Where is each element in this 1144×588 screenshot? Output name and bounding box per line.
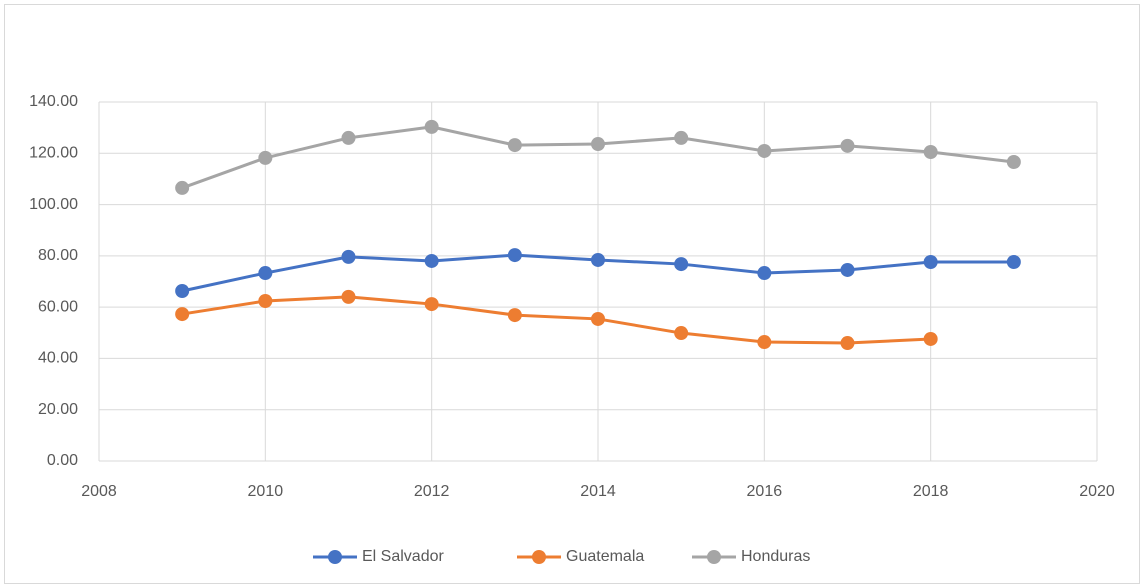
- y-tick-label: 0.00: [47, 452, 78, 469]
- data-point: [591, 311, 605, 326]
- chart-frame: [4, 4, 1140, 584]
- data-point: [175, 283, 190, 298]
- legend-label: El Salvador: [362, 548, 444, 565]
- y-tick-label: 20.00: [38, 401, 78, 418]
- data-point: [175, 307, 190, 322]
- legend-label: Guatemala: [566, 548, 644, 565]
- data-point: [341, 289, 356, 304]
- data-point: [757, 143, 772, 158]
- data-point: [258, 266, 273, 281]
- series-line: [181, 295, 931, 345]
- data-point: [591, 252, 605, 267]
- x-tick-label: 2020: [1079, 483, 1115, 500]
- data-point: [1006, 155, 1021, 170]
- y-tick-label: 60.00: [38, 298, 78, 315]
- data-point: [840, 138, 855, 153]
- data-point: [840, 262, 855, 277]
- y-tick-label: 80.00: [38, 247, 78, 264]
- data-point: [923, 255, 938, 270]
- data-point: [674, 326, 689, 341]
- data-point: [424, 119, 439, 134]
- data-point: [507, 308, 522, 323]
- y-tick-label: 140.00: [29, 93, 78, 110]
- data-point: [424, 253, 439, 268]
- x-tick-label: 2016: [747, 483, 783, 500]
- legend-marker: [707, 550, 721, 564]
- data-point: [341, 249, 356, 264]
- legend-marker: [532, 550, 546, 564]
- legend-marker: [328, 550, 342, 564]
- x-tick-label: 2012: [414, 483, 450, 500]
- data-point: [840, 336, 855, 351]
- data-point: [757, 335, 772, 350]
- x-tick-label: 2008: [81, 483, 117, 500]
- data-point: [258, 150, 273, 165]
- legend-label: Honduras: [741, 548, 810, 565]
- x-tick-label: 2010: [248, 483, 284, 500]
- y-tick-label: 120.00: [29, 145, 78, 162]
- y-tick-label: 100.00: [29, 196, 78, 213]
- data-point: [507, 248, 522, 263]
- x-tick-label: 2014: [580, 483, 616, 500]
- data-point: [175, 180, 190, 195]
- data-point: [507, 138, 522, 153]
- data-point: [258, 293, 273, 308]
- data-point: [674, 130, 689, 145]
- y-tick-label: 40.00: [38, 350, 78, 367]
- data-point: [591, 137, 605, 152]
- x-tick-label: 2018: [913, 483, 949, 500]
- data-point: [341, 130, 356, 145]
- data-point: [674, 257, 689, 272]
- data-point: [923, 145, 938, 160]
- data-point: [757, 266, 772, 281]
- data-point: [923, 331, 938, 346]
- data-point: [1006, 255, 1021, 270]
- data-point: [424, 297, 439, 312]
